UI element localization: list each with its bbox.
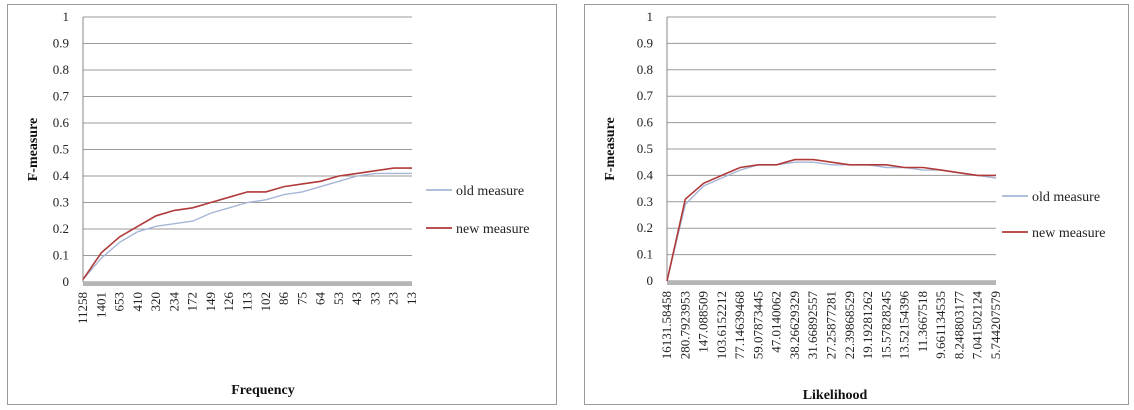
x-tick-label: 102 xyxy=(258,292,273,312)
x-tick-label: 75 xyxy=(294,292,309,305)
x-tick-label: 31.66892557 xyxy=(805,291,820,360)
x-tick-label: 103.6152212 xyxy=(714,291,729,359)
x-tick-label: 77.14639468 xyxy=(732,291,747,359)
y-tick-label: 0.6 xyxy=(53,115,70,130)
frequency-chart: 0 0.1 0.2 0.3 0.4 0.5 0.6 0.7 0.8 0.9 1 11258 1401 65… xyxy=(7,4,557,405)
x-tick-label: 22.39868529 xyxy=(842,291,857,359)
y-tick-label: 0.5 xyxy=(637,141,653,156)
x-tick-label: 53 xyxy=(331,292,346,305)
y-tick-label: 0.2 xyxy=(53,221,69,236)
y-tick-label: 0.1 xyxy=(637,247,653,262)
x-tick-label: 13 xyxy=(404,292,419,305)
series-line-new-measure xyxy=(666,158,996,282)
x-tick-label: 8.248803177 xyxy=(951,291,966,360)
y-tick-label: 0.9 xyxy=(637,35,653,50)
x-tick-label: 234 xyxy=(166,292,181,312)
x-tick-label: 11258 xyxy=(75,292,90,324)
y-tick-label: 0.1 xyxy=(53,248,69,263)
x-tick-label: 11.3667518 xyxy=(915,291,930,352)
x-tick-label: 1401 xyxy=(93,292,108,318)
y-tick-label: 0.2 xyxy=(637,220,653,235)
x-tick-label: 5.744207579 xyxy=(988,291,1003,359)
y-tick-label: 0.3 xyxy=(53,195,69,210)
x-axis-title: Frequency xyxy=(231,383,295,398)
x-tick-label: 59.07873445 xyxy=(750,291,765,359)
y-tick-label: 0.7 xyxy=(637,88,654,103)
likelihood-chart-svg: 0 0.1 0.2 0.3 0.4 0.5 0.6 0.7 0.8 0.9 1 16131.58458… xyxy=(603,9,1105,403)
x-tick-label: 43 xyxy=(349,292,364,305)
series-line-old-measure xyxy=(82,172,412,280)
x-tick-label: 320 xyxy=(148,292,163,312)
y-axis-title: F-measure xyxy=(26,118,41,182)
x-axis-tick-band xyxy=(667,281,996,285)
x-tick-label: 15.57828245 xyxy=(878,291,893,359)
x-tick-label: 126 xyxy=(221,292,236,312)
x-tick-label: 33 xyxy=(367,292,382,305)
legend-label: new measure xyxy=(1032,226,1105,241)
x-tick-label: 653 xyxy=(112,292,127,312)
legend-label: new measure xyxy=(456,222,529,237)
x-tick-label: 113 xyxy=(240,292,255,311)
x-tick-label: 280.7923953 xyxy=(677,291,692,359)
y-tick-label: 1 xyxy=(63,9,70,24)
x-axis-tick-band xyxy=(83,282,412,286)
y-tick-label: 0.3 xyxy=(637,194,653,209)
y-tick-label: 0 xyxy=(63,274,70,289)
x-tick-label: 149 xyxy=(203,292,218,312)
y-tick-label: 0.8 xyxy=(53,62,69,77)
y-tick-label: 1 xyxy=(647,9,654,24)
y-tick-label: 0.9 xyxy=(53,36,69,51)
y-tick-label: 0.4 xyxy=(53,168,70,183)
x-tick-label: 410 xyxy=(130,292,145,312)
y-tick-label: 0.8 xyxy=(637,62,653,77)
x-tick-label: 16131.58458 xyxy=(659,291,674,359)
x-tick-label: 13.52154396 xyxy=(897,291,912,360)
x-tick-label: 147.088509 xyxy=(696,291,711,353)
y-tick-label: 0 xyxy=(647,273,654,288)
y-tick-label: 0.5 xyxy=(53,142,69,157)
x-tick-label: 47.0140062 xyxy=(769,291,784,353)
legend-label: old measure xyxy=(456,184,524,199)
x-axis-title: Likelihood xyxy=(803,388,868,403)
x-tick-label: 27.25877281 xyxy=(824,291,839,359)
frequency-chart-svg: 0 0.1 0.2 0.3 0.4 0.5 0.6 0.7 0.8 0.9 1 11258 1401 65… xyxy=(26,9,529,398)
y-tick-label: 0.6 xyxy=(637,115,654,130)
x-tick-label: 7.041502124 xyxy=(970,291,985,360)
y-tick-label: 0.4 xyxy=(637,167,654,182)
legend-label: old measure xyxy=(1032,190,1100,205)
x-tick-label: 38.26629329 xyxy=(787,291,802,359)
series-line-old-measure xyxy=(666,161,997,282)
y-axis-title: F-measure xyxy=(603,117,618,181)
series-line-new-measure xyxy=(82,167,412,280)
x-tick-label: 86 xyxy=(276,292,291,306)
likelihood-chart: 0 0.1 0.2 0.3 0.4 0.5 0.6 0.7 0.8 0.9 1 16131.58458… xyxy=(584,4,1129,405)
x-tick-label: 64 xyxy=(313,292,328,306)
x-tick-label: 19.19281262 xyxy=(860,291,875,359)
x-tick-label: 172 xyxy=(185,292,200,312)
y-tick-label: 0.7 xyxy=(53,89,70,104)
x-tick-label: 23 xyxy=(386,292,401,305)
x-tick-label: 9.661134535 xyxy=(933,291,948,359)
